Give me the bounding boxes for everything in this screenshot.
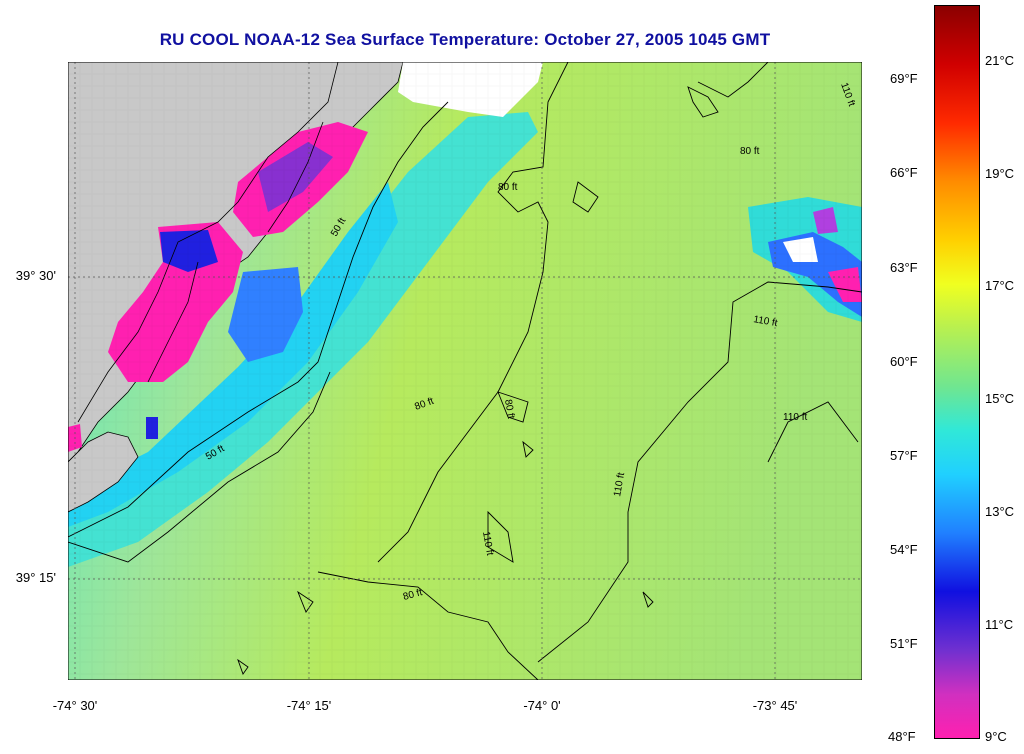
contour-label-110ft-5: 110 ft (480, 531, 495, 557)
lat-label-39-15: 39° 15' (15, 570, 56, 585)
lon-label-74-15: -74° 15' (286, 698, 332, 713)
f-label-63: 63°F (890, 260, 918, 275)
c-label-11: 11°C (985, 617, 1014, 632)
lon-label-73-45: -73° 45' (752, 698, 798, 713)
contour-label-80ft-1: 80 ft (498, 182, 518, 193)
coastline-detail (77, 62, 339, 423)
f-label-69: 69°F (890, 71, 918, 86)
contour-label-80ft-4: 80 ft (502, 399, 516, 420)
c-label-9: 9°C (985, 729, 1007, 744)
c-label-13: 13°C (985, 504, 1015, 519)
contour-label-110ft-2: 110 ft (752, 314, 778, 329)
map-title: RU COOL NOAA-12 Sea Surface Temperature:… (159, 30, 771, 49)
c-label-15: 15°C (985, 391, 1015, 406)
f-label-54: 54°F (890, 542, 918, 557)
contour-label-80ft-2: 80 ft (740, 146, 760, 157)
lat-label-39-30: 39° 30' (15, 268, 56, 283)
lon-label-74-30: -74° 30' (52, 698, 98, 713)
contour-label-110ft-4: 110 ft (612, 471, 627, 497)
depth-contours (68, 62, 862, 680)
c-label-21: 21°C (985, 53, 1015, 68)
contour-label-80ft-5: 80 ft (402, 587, 424, 603)
f-label-48: 48°F (888, 729, 916, 744)
temperature-colorbar (934, 5, 980, 739)
c-label-19: 19°C (985, 166, 1015, 181)
f-label-57: 57°F (890, 448, 918, 463)
contour-label-110ft-3: 110 ft (783, 412, 807, 423)
lon-label-74-0: -74° 0' (523, 698, 561, 713)
sst-map: 50 ft 50 ft 80 ft 80 ft 80 ft 80 ft 80 f… (68, 62, 862, 680)
f-label-66: 66°F (890, 165, 918, 180)
f-label-51: 51°F (890, 636, 918, 651)
f-label-60: 60°F (890, 354, 918, 369)
lat-lon-grid (68, 62, 862, 680)
c-label-17: 17°C (985, 278, 1015, 293)
